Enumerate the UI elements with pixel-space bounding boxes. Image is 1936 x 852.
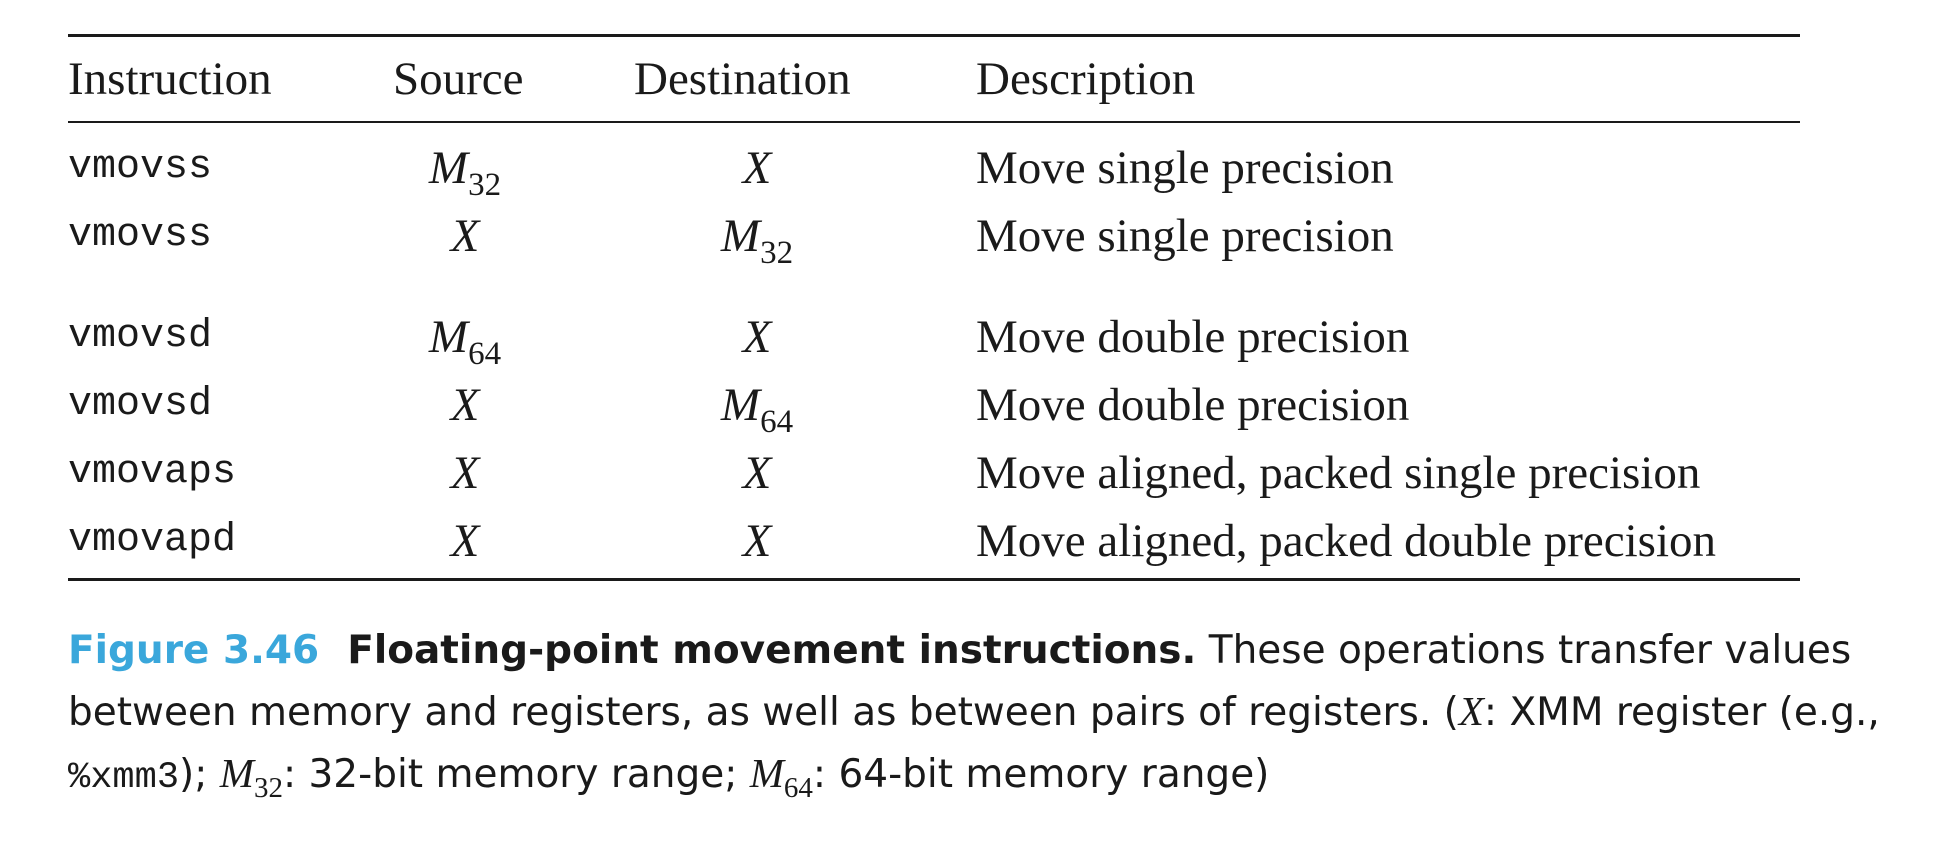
source-cell-symbol: M [428, 311, 469, 363]
caption-m32-subscript: 32 [253, 772, 283, 804]
caption-text: : XMM register (e.g., [1483, 690, 1880, 735]
caption-m32-symbol: M [219, 750, 254, 796]
figure-caption: Figure 3.46 Floating-point movement instr… [68, 620, 1898, 809]
description-cell: Move single precision [976, 142, 1394, 194]
instruction-cell: vmovss [68, 213, 213, 258]
description-cell: Move double precision [976, 311, 1410, 363]
description-cell: Move aligned, packed single precision [976, 447, 1701, 499]
destination-cell-subscript: 64 [760, 404, 794, 440]
source-cell: X [451, 382, 480, 429]
source-cell-symbol: X [450, 447, 480, 499]
header-source: Source [393, 53, 524, 105]
header-description: Description [976, 53, 1196, 105]
destination-cell-symbol: X [742, 515, 772, 567]
table-bottom-rule [68, 578, 1800, 581]
destination-cell: X [743, 450, 772, 497]
destination-cell-subscript: 32 [760, 235, 794, 271]
source-cell-symbol: X [450, 379, 480, 431]
source-cell: M32 [428, 142, 501, 202]
description-cell: Move double precision [976, 379, 1410, 431]
source-cell: X [451, 213, 480, 260]
destination-cell-symbol: X [742, 142, 772, 194]
figure-title: Floating-point movement instructions. [347, 628, 1197, 673]
header-instruction: Instruction [68, 53, 272, 105]
caption-m64-subscript: 64 [783, 772, 813, 804]
instruction-cell: vmovapd [68, 518, 237, 563]
source-cell: X [451, 518, 480, 565]
caption-text: These operations transfer values between… [68, 628, 1852, 735]
instruction-cell: vmovss [68, 145, 213, 190]
description-cell: Move aligned, packed double precision [976, 515, 1717, 567]
destination-cell: X [743, 314, 772, 361]
source-cell-subscript: 64 [468, 336, 502, 372]
destination-cell: X [743, 518, 772, 565]
source-cell-symbol: M [428, 142, 469, 194]
header-destination: Destination [634, 53, 851, 105]
source-cell-symbol: X [450, 210, 480, 262]
source-cell-symbol: X [450, 515, 480, 567]
caption-text: ); [179, 752, 220, 797]
source-cell: X [451, 450, 480, 497]
figure-number: Figure 3.46 [68, 628, 320, 673]
caption-register-example: %xmm3 [68, 757, 180, 799]
caption-m64-symbol: M [749, 750, 784, 796]
instruction-cell: vmovaps [68, 450, 237, 495]
destination-cell-symbol: X [742, 311, 772, 363]
destination-cell: M32 [720, 210, 793, 270]
table-top-rule [68, 34, 1800, 37]
table-header-rule [68, 121, 1800, 123]
caption-text: : 32-bit memory range; [282, 752, 750, 797]
destination-cell-symbol: M [720, 379, 761, 431]
destination-cell: X [743, 145, 772, 192]
destination-cell-symbol: X [742, 447, 772, 499]
destination-cell-symbol: M [720, 210, 761, 262]
caption-x-symbol: X [1458, 688, 1484, 734]
caption-text: : 64-bit memory range) [812, 752, 1270, 797]
description-cell: Move single precision [976, 210, 1394, 262]
source-cell: M64 [428, 311, 501, 371]
instruction-cell: vmovsd [68, 382, 213, 427]
instruction-cell: vmovsd [68, 314, 213, 359]
destination-cell: M64 [720, 379, 793, 439]
source-cell-subscript: 32 [468, 167, 502, 203]
